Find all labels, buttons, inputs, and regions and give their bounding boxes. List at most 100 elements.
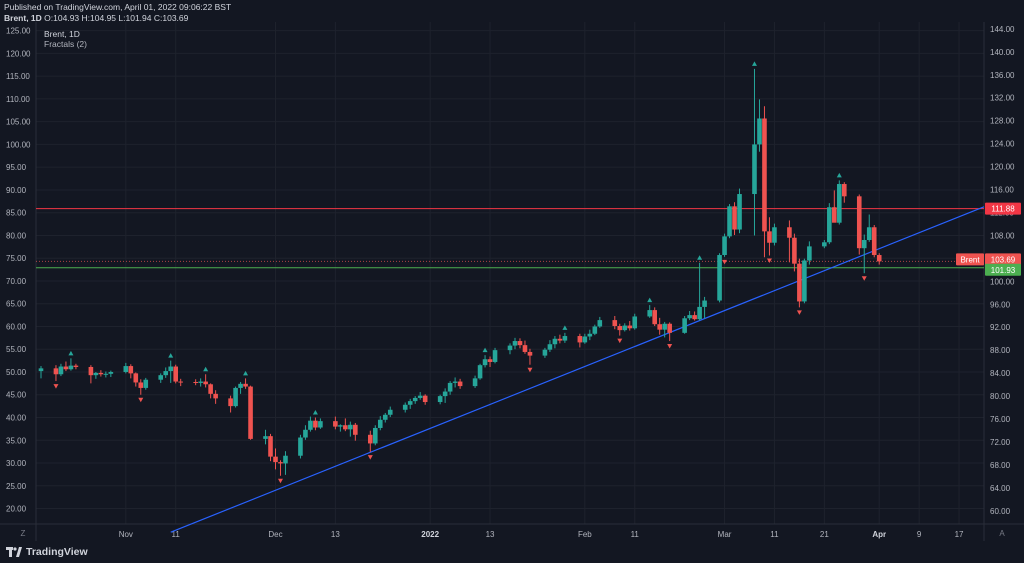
- left-tick-label: 55.00: [6, 345, 27, 354]
- candle: [622, 323, 628, 332]
- candle-body: [53, 368, 59, 375]
- right-tick-label: 88.00: [990, 346, 1011, 355]
- candle: [422, 394, 428, 405]
- candle-body: [248, 386, 253, 439]
- candle: [382, 412, 388, 423]
- candle-body: [108, 371, 114, 374]
- candle: [807, 241, 812, 265]
- candle: [38, 366, 44, 379]
- candle: [407, 398, 413, 409]
- candle: [492, 347, 498, 364]
- candle: [63, 361, 69, 372]
- candle-body: [662, 323, 667, 330]
- left-tick-label: 100.00: [6, 140, 31, 149]
- candle: [752, 68, 757, 236]
- candle: [138, 379, 144, 395]
- candle: [123, 362, 129, 374]
- time-tick-label: 13: [486, 530, 495, 539]
- time-axis[interactable]: Nov 11 Dec 13 2022 13 Feb 11 Mar 11 21 Apr 9 17: [119, 530, 964, 539]
- horizontal-levels[interactable]: [36, 208, 984, 269]
- candle-body: [143, 379, 149, 388]
- right-tick-label: 144.00: [990, 25, 1015, 34]
- candle-body: [138, 382, 144, 388]
- candle: [263, 429, 268, 445]
- left-tick-label: 30.00: [6, 459, 27, 468]
- fractal-up-marker: [751, 61, 757, 66]
- fractal-markers: [53, 61, 867, 484]
- candle: [772, 223, 777, 246]
- candle-body: [871, 227, 877, 256]
- candle-body: [697, 306, 702, 320]
- candle: [178, 378, 183, 387]
- candle-body: [447, 382, 453, 392]
- candle-body: [822, 242, 827, 247]
- candle-body: [472, 378, 478, 387]
- candle: [442, 388, 448, 403]
- fractal-up-marker: [697, 255, 703, 260]
- candle: [372, 425, 378, 446]
- fractal-up-marker: [562, 325, 568, 330]
- candle: [298, 434, 303, 459]
- candle-body: [647, 310, 653, 317]
- tradingview-logo-icon: [6, 547, 22, 557]
- left-tick-label: 75.00: [6, 254, 27, 263]
- candle-body: [213, 393, 218, 399]
- fractal-down-marker: [796, 310, 802, 315]
- candle: [268, 433, 273, 462]
- candle: [248, 385, 253, 440]
- right-price-axis[interactable]: 144.00 140.00 136.00 132.00 128.00 124.00 120.…: [990, 25, 1015, 516]
- scroll-left-label[interactable]: Z: [21, 529, 26, 538]
- candle-body: [173, 366, 179, 382]
- chart-background: [0, 22, 1024, 563]
- candle-body: [856, 196, 862, 249]
- candle: [73, 363, 79, 370]
- candle-body: [512, 341, 518, 346]
- fractal-up-marker: [68, 350, 74, 356]
- candle: [512, 337, 518, 350]
- candle: [592, 324, 598, 336]
- candle-body: [457, 381, 463, 387]
- left-tick-label: 35.00: [6, 436, 27, 445]
- published-note: Published on TradingView.com, April 01, …: [4, 2, 232, 12]
- candle: [667, 322, 672, 342]
- candle-body: [278, 462, 283, 464]
- legend-symbol[interactable]: Brent, 1D: [44, 29, 80, 39]
- candle: [866, 214, 872, 242]
- candle: [387, 406, 393, 418]
- candle-body: [557, 338, 563, 341]
- fractal-down-marker: [138, 397, 144, 403]
- candle: [717, 253, 722, 303]
- right-tick-label: 124.00: [990, 140, 1015, 149]
- auto-scale-button[interactable]: A: [999, 529, 1005, 538]
- candle: [827, 203, 832, 245]
- trendline[interactable]: [170, 206, 985, 533]
- candle-body: [792, 237, 797, 264]
- candle: [133, 372, 139, 387]
- candle-body: [73, 365, 79, 367]
- candle-body: [98, 372, 104, 375]
- candle-body: [283, 455, 288, 464]
- candle: [612, 316, 618, 330]
- candle: [597, 316, 603, 328]
- scroll-left-button[interactable]: Z: [21, 529, 26, 538]
- candle: [797, 258, 802, 308]
- candle-body: [128, 366, 134, 374]
- candle: [193, 379, 198, 386]
- candle-body: [866, 227, 872, 241]
- candle-body: [772, 227, 777, 243]
- candle-body: [522, 345, 528, 352]
- trendline-layer[interactable]: [170, 206, 985, 533]
- legend-indicator[interactable]: Fractals (2): [44, 39, 87, 49]
- candle: [617, 323, 623, 336]
- level-price-text-last-price: 103.69: [991, 255, 1016, 264]
- candle: [333, 416, 338, 430]
- candle: [68, 358, 74, 371]
- candle-body: [198, 381, 203, 383]
- candle-body: [612, 320, 618, 327]
- fractal-down-marker: [722, 259, 728, 265]
- candle: [687, 311, 692, 321]
- auto-scale-label[interactable]: A: [999, 529, 1005, 538]
- candle: [377, 416, 383, 431]
- candlestick-chart[interactable]: 125.00 120.00 115.00 110.00 105.00 100.00 95.0…: [0, 22, 1024, 563]
- left-price-axis[interactable]: 125.00 120.00 115.00 110.00 105.00 100.00 95.0…: [6, 27, 31, 514]
